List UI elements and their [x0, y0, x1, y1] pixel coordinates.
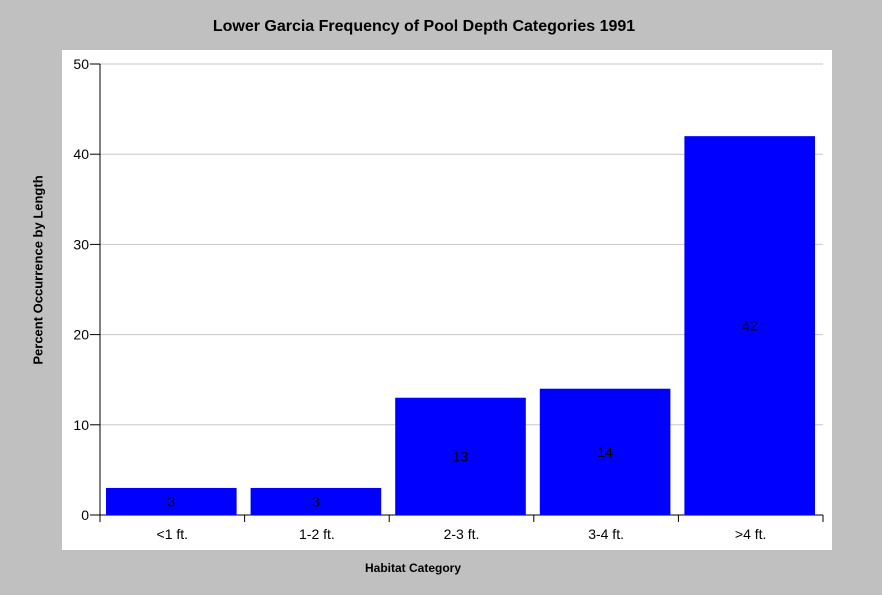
y-tick-label: 0: [81, 507, 89, 523]
x-tick-label: 1-2 ft.: [299, 526, 335, 542]
bar: [106, 487, 237, 515]
data-label: 14: [597, 444, 613, 460]
data-label: 3: [312, 493, 320, 509]
bar: [395, 397, 526, 515]
y-tick-label: 50: [73, 56, 89, 72]
data-label: 42: [742, 318, 758, 334]
data-label: 3: [167, 493, 175, 509]
y-axis-label: Percent Occurrence by Length: [30, 175, 46, 365]
y-tick-label: 10: [73, 417, 89, 433]
x-tick-label: 3-4 ft.: [588, 526, 624, 542]
y-tick-label: 40: [73, 146, 89, 162]
data-label: 13: [453, 448, 469, 464]
bar: [684, 136, 815, 515]
y-tick-label: 30: [73, 236, 89, 252]
x-tick-label: <1 ft.: [157, 526, 189, 542]
bar: [539, 388, 671, 515]
bar: [250, 487, 382, 515]
y-tick-label: 20: [73, 327, 89, 343]
x-axis-label: Habitat Category: [364, 561, 462, 575]
x-tick-label: 2-3 ft.: [444, 526, 480, 542]
x-tick-label: >4 ft.: [735, 526, 767, 542]
chart-title: Lower Garcia Frequency of Pool Depth Cat…: [212, 18, 636, 35]
